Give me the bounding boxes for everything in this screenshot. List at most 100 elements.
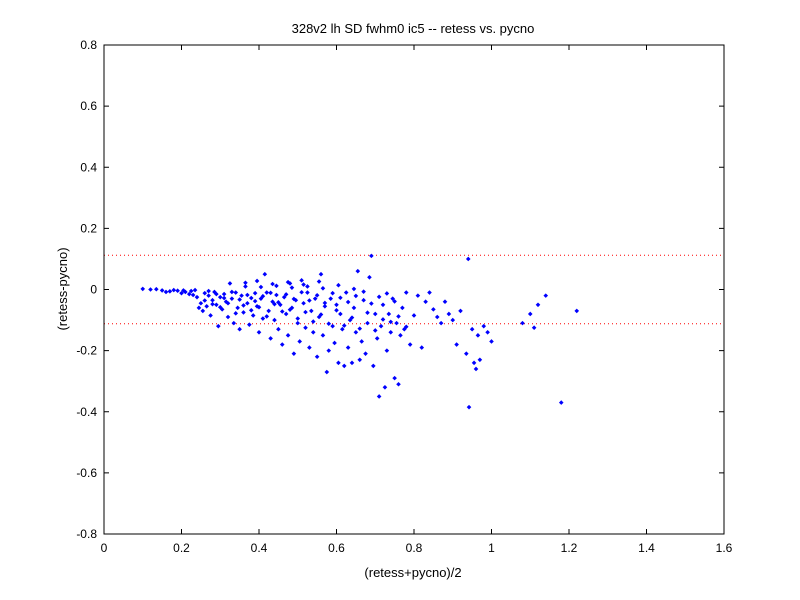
data-point xyxy=(318,312,324,317)
data-point xyxy=(535,302,541,308)
data-point xyxy=(380,302,386,308)
data-point xyxy=(442,299,448,305)
x-tick-label: 1.2 xyxy=(561,541,578,555)
data-point xyxy=(299,278,304,283)
data-point xyxy=(477,357,483,363)
data-points xyxy=(140,253,580,410)
data-point xyxy=(243,280,248,286)
data-point xyxy=(314,354,320,360)
data-point xyxy=(204,304,209,309)
data-point xyxy=(179,290,184,296)
data-point xyxy=(419,345,425,350)
data-point xyxy=(252,290,258,296)
data-point xyxy=(245,292,250,298)
data-point xyxy=(334,302,339,308)
data-point xyxy=(431,307,436,312)
data-point xyxy=(372,328,378,333)
data-point xyxy=(310,319,316,324)
data-point xyxy=(384,291,390,296)
data-point xyxy=(355,268,361,274)
data-point xyxy=(390,296,395,301)
data-point xyxy=(210,301,215,307)
data-point xyxy=(353,293,359,299)
data-point xyxy=(260,293,266,299)
data-point xyxy=(241,310,246,315)
data-point xyxy=(338,311,343,317)
x-tick-label: 1.4 xyxy=(638,541,655,555)
data-point xyxy=(341,323,347,328)
data-point xyxy=(274,283,279,289)
data-point xyxy=(336,282,341,288)
data-point xyxy=(396,381,401,387)
data-point xyxy=(326,348,332,353)
data-point xyxy=(287,307,293,312)
data-point xyxy=(227,281,233,286)
data-point xyxy=(365,310,370,316)
data-point xyxy=(264,314,270,319)
data-point xyxy=(248,307,254,313)
data-point xyxy=(233,311,239,316)
data-point xyxy=(520,320,525,326)
data-point xyxy=(361,297,366,303)
data-point xyxy=(527,311,533,317)
data-point xyxy=(392,375,397,381)
data-point xyxy=(469,326,475,332)
data-point xyxy=(264,290,270,295)
y-tick-label: -0.2 xyxy=(76,344,97,358)
data-point xyxy=(345,299,351,305)
data-point xyxy=(309,308,314,314)
y-tick-label: 0.4 xyxy=(80,160,97,174)
data-point xyxy=(214,302,219,308)
data-point xyxy=(318,271,324,277)
data-point xyxy=(558,400,564,405)
data-point xyxy=(295,320,301,326)
data-point xyxy=(210,297,215,303)
data-point xyxy=(427,290,432,295)
data-point xyxy=(365,320,370,326)
data-point xyxy=(328,296,333,301)
data-point xyxy=(361,289,366,294)
data-point xyxy=(216,323,221,329)
data-point xyxy=(188,288,194,294)
x-tick-label: 1 xyxy=(488,541,495,555)
x-tick-label: 0.6 xyxy=(328,541,345,555)
data-point xyxy=(465,256,471,262)
data-point xyxy=(336,360,341,366)
data-point xyxy=(276,300,281,305)
data-point xyxy=(543,293,549,298)
data-point xyxy=(295,316,301,321)
data-point xyxy=(423,299,428,305)
data-point xyxy=(357,326,363,331)
data-point xyxy=(175,288,180,294)
data-point xyxy=(394,320,399,326)
data-point xyxy=(403,290,409,295)
data-point xyxy=(378,323,384,329)
data-point xyxy=(229,296,235,301)
data-point xyxy=(382,385,388,390)
data-point xyxy=(285,279,291,285)
data-point xyxy=(485,329,490,335)
data-point xyxy=(206,293,211,298)
data-point xyxy=(221,295,227,301)
data-point xyxy=(217,294,223,300)
data-point xyxy=(574,308,580,314)
y-tick-label: -0.6 xyxy=(76,466,97,480)
data-point xyxy=(140,286,146,292)
data-point xyxy=(245,300,250,306)
data-point xyxy=(159,288,165,293)
data-point xyxy=(307,298,312,303)
data-point xyxy=(206,288,211,294)
data-point xyxy=(266,308,271,314)
data-point xyxy=(248,295,254,301)
data-point xyxy=(386,311,392,317)
data-point xyxy=(388,319,394,325)
data-point xyxy=(374,336,380,341)
data-point xyxy=(349,360,355,366)
y-tick-label: 0 xyxy=(90,283,97,297)
data-point xyxy=(489,339,494,344)
data-point xyxy=(345,345,351,350)
data-point xyxy=(316,279,322,284)
data-point xyxy=(411,313,417,318)
data-point xyxy=(353,329,359,335)
data-point xyxy=(279,342,285,347)
